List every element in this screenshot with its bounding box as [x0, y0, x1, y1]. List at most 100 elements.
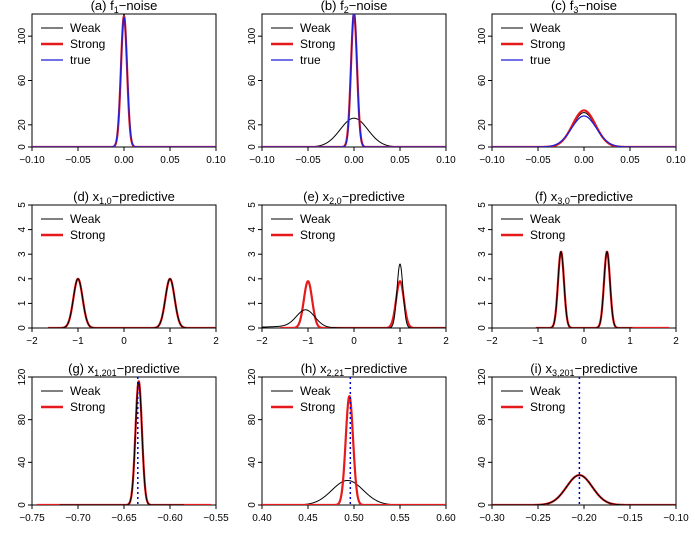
- legend-label-weak: Weak: [530, 384, 561, 398]
- series-weak-line: [32, 278, 216, 328]
- legend-label-strong: Strong: [70, 37, 105, 51]
- legend-label-strong: Strong: [70, 400, 105, 414]
- panel-title: (b) f2−noise: [321, 0, 388, 15]
- panel-2: (b) f2−noise −0.10 −0.05 0.00 0.05 0.10 0 20 60 1…: [247, 0, 456, 166]
- series-strong-line: [262, 14, 446, 147]
- legend: Weak Strong: [501, 212, 565, 242]
- curves: [262, 263, 446, 328]
- x-tick-label: −1: [302, 336, 314, 347]
- y-tick-label: 2: [17, 276, 28, 282]
- x-tick-label: 0.55: [390, 513, 410, 524]
- title-prefix: (b) f: [321, 0, 345, 13]
- y-tick-label: 60: [247, 75, 258, 87]
- title-suffix: −noise: [349, 0, 388, 13]
- series-weak-line: [32, 14, 216, 147]
- series-strong-line: [262, 395, 446, 505]
- y-tick-label: 3: [17, 251, 28, 257]
- panel-title: (i) x3,201−predictive: [530, 361, 637, 378]
- panel-title: (a) f1−noise: [91, 0, 158, 15]
- title-subscript: 1: [114, 5, 119, 15]
- y-tick-label: 5: [17, 202, 28, 208]
- title-suffix: −noise: [119, 0, 158, 13]
- x-tick-label: −0.60: [157, 513, 183, 524]
- legend-label-strong: Strong: [300, 400, 335, 414]
- legend-label-weak: Weak: [70, 212, 101, 226]
- curves: [492, 109, 676, 147]
- panel-5: (e) x2,0−predictive −2 −1 0 1 2 0 1 2 3 4 5 Weak Stro…: [247, 189, 449, 347]
- title-suffix: −predictive: [570, 189, 633, 204]
- legend: Weak Strong: [271, 212, 335, 242]
- curves: [262, 14, 446, 147]
- series-strong-line: [47, 277, 216, 328]
- y-tick-label: 2: [247, 276, 258, 282]
- legend-label-strong: Strong: [530, 37, 565, 51]
- legend: Weak Strong: [501, 384, 565, 414]
- y-tick-label: 1: [477, 300, 488, 306]
- title-prefix: (a) f: [91, 0, 115, 13]
- series-strong-line: [279, 280, 446, 328]
- x-tick-label: −0.10: [19, 155, 45, 166]
- x-tick-label: −0.10: [249, 155, 275, 166]
- panel-title: (g) x1,201−predictive: [68, 361, 180, 378]
- x-tick-label: −0.10: [663, 513, 689, 524]
- x-tick-label: 0.00: [344, 155, 364, 166]
- legend-label-weak: Weak: [300, 212, 331, 226]
- legend-label-weak: Weak: [70, 384, 101, 398]
- x-tick-label: 0: [121, 336, 127, 347]
- x-tick-label: 1: [167, 336, 173, 347]
- x-tick-label: −0.10: [479, 155, 505, 166]
- series-weak-line: [262, 117, 446, 147]
- series-strong-line: [492, 474, 676, 505]
- plot-frame: [31, 376, 217, 506]
- panel-9: (i) x3,201−predictive −0.30 −0.25 −0.20 −0.1…: [477, 361, 689, 524]
- x-tick-label: 0.45: [298, 513, 318, 524]
- y-tick-label: 0: [247, 502, 258, 508]
- x-tick-label: −1: [72, 336, 84, 347]
- title-subscript: 3,0: [557, 196, 570, 206]
- y-tick-label: 40: [247, 456, 258, 468]
- legend-label-strong: Strong: [70, 228, 105, 242]
- series-weak-line: [492, 474, 676, 505]
- title-subscript: 2,0: [329, 196, 342, 206]
- x-tick-label: 2: [673, 336, 679, 347]
- y-tick-label: 80: [477, 414, 488, 426]
- legend-label-weak: Weak: [530, 21, 561, 35]
- y-tick-label: 5: [247, 202, 258, 208]
- y-tick-label: 5: [477, 202, 488, 208]
- y-tick-label: 80: [247, 414, 258, 426]
- y-tick-label: 100: [17, 27, 28, 44]
- title-prefix: (e) x: [303, 189, 330, 204]
- curves: [492, 377, 676, 505]
- x-tick-label: −2: [256, 336, 268, 347]
- x-tick-label: −0.05: [525, 155, 551, 166]
- x-tick-label: 1: [397, 336, 403, 347]
- title-suffix: −predictive: [117, 361, 180, 376]
- series-weak-line: [492, 112, 676, 147]
- x-tick-label: 0: [581, 336, 587, 347]
- x-tick-label: −0.75: [19, 513, 45, 524]
- plot-frame: [31, 13, 217, 148]
- y-tick-label: 4: [477, 226, 488, 232]
- panel-3: (c) f3−noise −0.10 −0.05 0.00 0.05 0.10 0 20 60 1…: [477, 0, 686, 166]
- y-tick-label: 0: [247, 144, 258, 150]
- title-subscript: 3,201: [552, 368, 575, 378]
- panel-8: (h) x2,21−predictive 0.40 0.45 0.50 0.55 0.60…: [247, 361, 456, 524]
- title-subscript: 1,201: [94, 368, 117, 378]
- y-tick-label: 0: [477, 325, 488, 331]
- x-tick-label: 2: [443, 336, 449, 347]
- legend: Weak Strong: [271, 384, 335, 414]
- series-strong-line: [35, 380, 213, 505]
- panel-title: (h) x2,21−predictive: [301, 361, 408, 378]
- legend-label-weak: Weak: [300, 384, 331, 398]
- title-subscript: 2: [344, 5, 349, 15]
- legend-label-true: true: [530, 53, 551, 67]
- title-subscript: 2,21: [327, 368, 345, 378]
- series-strong-line: [492, 109, 676, 147]
- title-suffix: −predictive: [112, 189, 175, 204]
- curves: [32, 14, 216, 147]
- y-tick-label: 80: [17, 414, 28, 426]
- plot-frame: [261, 13, 447, 148]
- x-tick-label: −2: [486, 336, 498, 347]
- y-tick-label: 4: [247, 226, 258, 232]
- plot-frame: [261, 204, 447, 329]
